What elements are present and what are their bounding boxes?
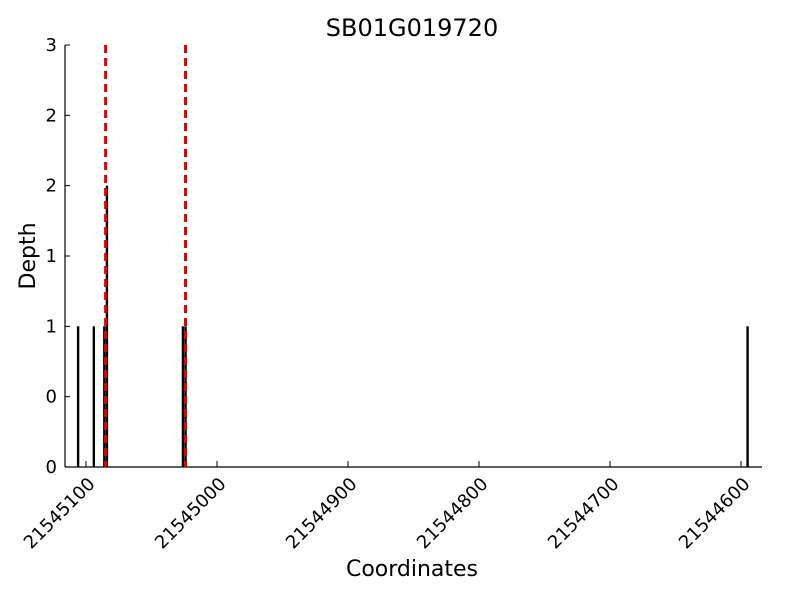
x-tick-label: 21544800 bbox=[413, 474, 493, 554]
y-tick-label: 0 bbox=[46, 457, 57, 478]
y-tick-label: 0 bbox=[46, 387, 57, 408]
y-tick-label: 3 bbox=[46, 35, 57, 56]
y-tick-label: 2 bbox=[46, 176, 57, 197]
bar bbox=[105, 185, 109, 467]
y-tick-label: 1 bbox=[46, 316, 57, 337]
y-tick-label: 1 bbox=[46, 246, 57, 267]
y-axis-label: Depth bbox=[16, 222, 41, 289]
x-tick-label: 21544600 bbox=[675, 474, 755, 554]
bar bbox=[92, 326, 96, 467]
x-tick-label: 21544900 bbox=[282, 474, 362, 554]
chart-title: SB01G019720 bbox=[326, 14, 498, 42]
x-tick-label: 21544700 bbox=[544, 474, 624, 554]
x-axis-label: Coordinates bbox=[346, 557, 478, 582]
x-tick-label: 21545100 bbox=[20, 474, 100, 554]
bar bbox=[181, 326, 185, 467]
x-tick-label: 21545000 bbox=[151, 474, 231, 554]
y-tick-label: 2 bbox=[46, 105, 57, 126]
bar bbox=[746, 326, 749, 467]
bar bbox=[76, 326, 80, 467]
